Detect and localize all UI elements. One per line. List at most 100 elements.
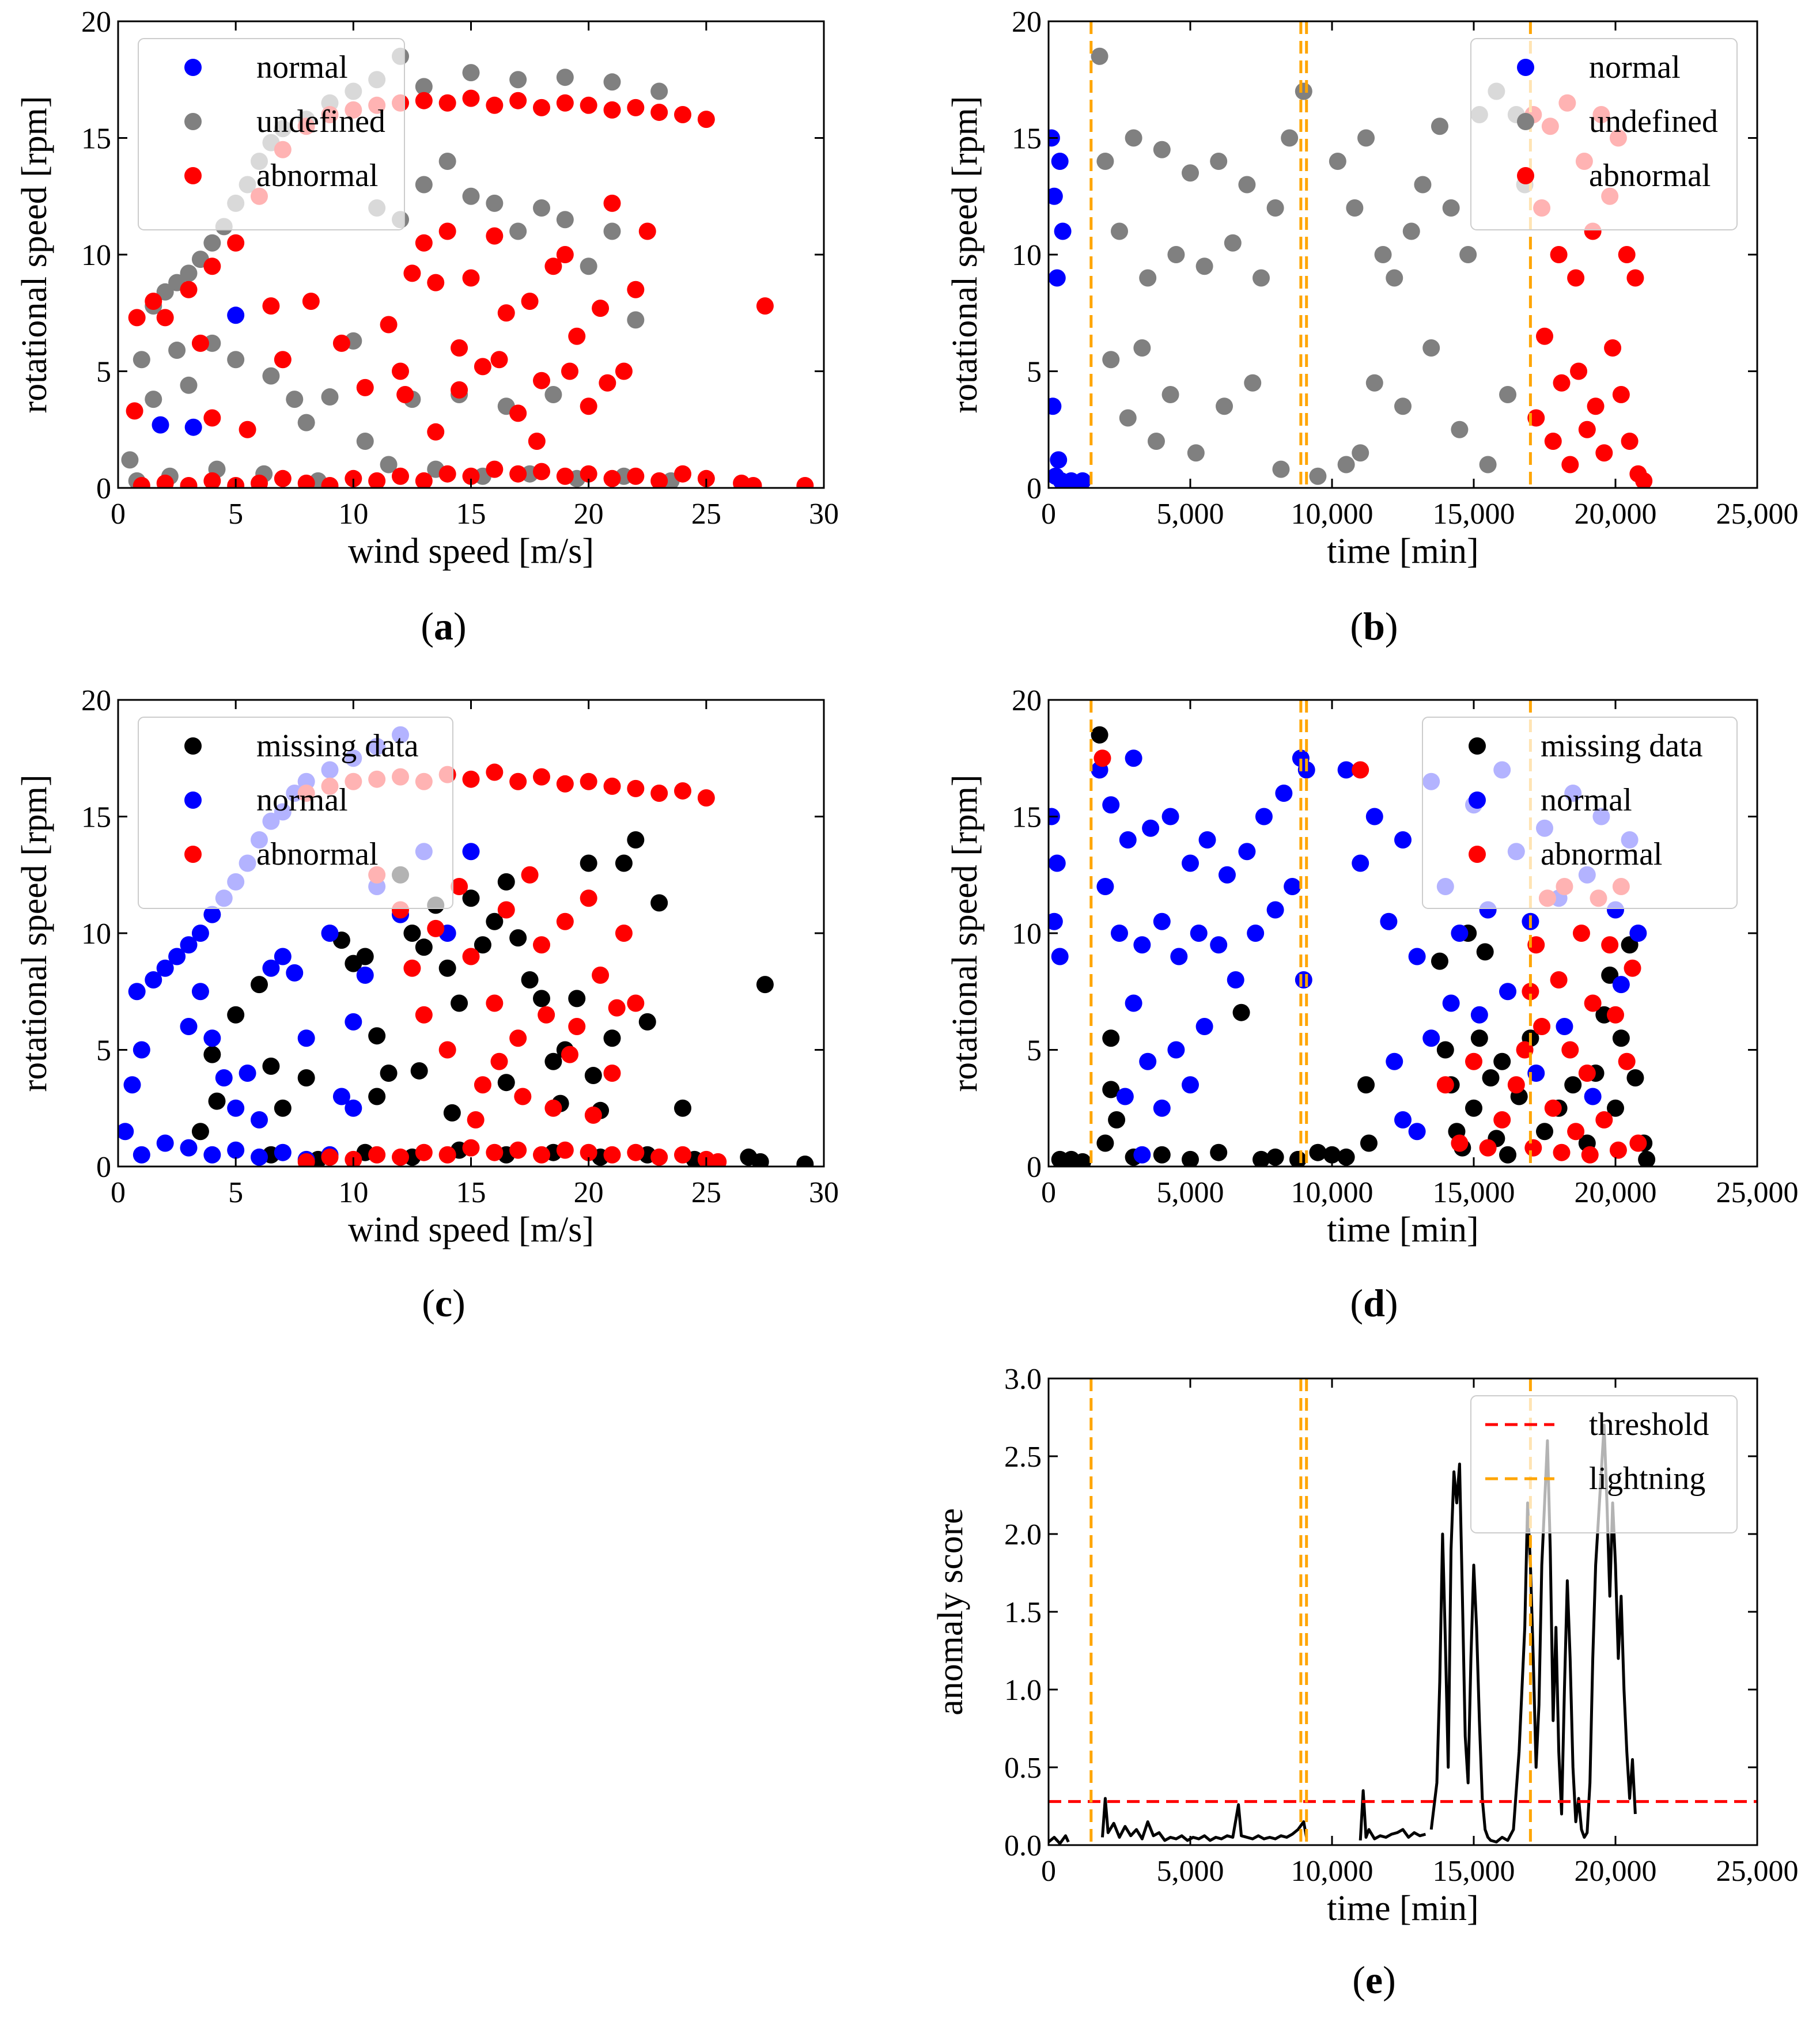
data-point	[608, 999, 626, 1017]
data-point	[156, 1134, 174, 1152]
data-point	[1638, 1150, 1656, 1167]
data-point	[274, 469, 292, 487]
y-tick-label: 3.0	[1004, 1363, 1042, 1396]
data-point	[650, 82, 668, 100]
data-point	[227, 306, 245, 324]
data-point	[297, 1153, 315, 1167]
y-tick-label: 5	[96, 1035, 111, 1067]
data-point	[297, 414, 315, 431]
series-undefined	[1091, 47, 1534, 485]
legend-marker	[184, 846, 202, 863]
data-point	[533, 768, 550, 786]
data-point	[1451, 925, 1469, 942]
data-point	[227, 234, 245, 252]
data-point	[615, 925, 633, 942]
data-point	[580, 96, 597, 114]
data-point	[486, 227, 504, 245]
data-point	[1238, 176, 1256, 194]
data-point	[1394, 1111, 1412, 1128]
data-point	[462, 269, 480, 287]
data-point	[403, 959, 421, 977]
data-point	[1624, 959, 1641, 977]
data-point	[156, 309, 174, 327]
data-point	[1524, 1139, 1542, 1157]
data-point	[674, 465, 691, 483]
data-point	[1553, 374, 1571, 392]
data-point	[1275, 785, 1293, 802]
panel-caption: (b)	[1350, 604, 1398, 648]
data-point	[1544, 1099, 1562, 1117]
data-point	[521, 971, 539, 989]
score-line	[1101, 1797, 1308, 1842]
data-point	[1096, 1134, 1114, 1152]
data-point	[251, 1148, 268, 1166]
data-point	[191, 1123, 209, 1141]
panel-caption: (d)	[1350, 1281, 1398, 1325]
data-point	[321, 476, 339, 488]
data-point	[584, 1106, 602, 1124]
data-point	[1198, 831, 1216, 849]
data-point	[415, 234, 433, 252]
data-point	[1054, 222, 1072, 240]
data-point	[1253, 1150, 1270, 1167]
data-point	[580, 889, 597, 907]
legend-marker	[1517, 113, 1534, 130]
data-point	[156, 283, 174, 301]
data-point	[528, 433, 546, 450]
data-point	[1119, 831, 1137, 849]
data-point	[1139, 269, 1157, 287]
data-point	[1187, 444, 1205, 462]
y-tick-label: 0	[96, 1151, 111, 1184]
legend-label: abnormal	[256, 158, 378, 194]
data-point	[403, 264, 421, 282]
data-point	[415, 1143, 433, 1161]
x-tick-label: 0	[111, 498, 126, 531]
data-point	[251, 474, 268, 488]
data-point	[603, 469, 621, 487]
y-axis-label: rotational speed [rpm]	[945, 775, 985, 1092]
data-point	[533, 199, 550, 217]
legend-marker	[1517, 167, 1534, 184]
data-point	[568, 1018, 586, 1035]
data-point	[1609, 1141, 1627, 1159]
legend-label: missing data	[1541, 728, 1703, 764]
x-tick-label: 5,000	[1157, 1855, 1224, 1888]
data-point	[368, 472, 386, 488]
data-point	[1210, 1143, 1228, 1161]
data-point	[1607, 1099, 1624, 1117]
data-point	[1170, 948, 1188, 965]
y-tick-label: 2.5	[1004, 1441, 1042, 1474]
data-point	[438, 1041, 456, 1059]
data-point	[1153, 141, 1171, 158]
data-point	[1323, 1146, 1341, 1164]
data-point	[145, 971, 162, 989]
panel-caption: (e)	[1352, 1958, 1396, 2002]
legend-marker	[1469, 737, 1486, 755]
x-tick-label: 0	[1041, 1855, 1056, 1888]
data-point	[474, 936, 491, 954]
data-point	[697, 111, 715, 128]
x-tick-label: 30	[809, 498, 839, 531]
data-point	[1436, 1076, 1454, 1094]
legend-label: undefined	[256, 104, 385, 139]
data-point	[451, 878, 468, 895]
score-line	[1049, 1834, 1070, 1845]
data-point	[168, 948, 186, 965]
data-point	[674, 1099, 691, 1117]
data-point	[368, 1146, 386, 1164]
data-point	[1629, 1134, 1647, 1152]
data-point	[208, 1092, 226, 1110]
data-point	[474, 358, 491, 376]
data-point	[239, 421, 256, 438]
data-point	[1051, 153, 1069, 170]
data-point	[227, 1099, 245, 1117]
data-point	[239, 1065, 256, 1082]
data-point	[1074, 472, 1092, 488]
data-point	[650, 472, 668, 488]
data-point	[1621, 433, 1639, 450]
x-tick-label: 20	[574, 1176, 604, 1209]
data-point	[1507, 1076, 1525, 1094]
data-point	[709, 1153, 727, 1167]
data-point	[556, 912, 574, 930]
ticks	[1047, 20, 1758, 489]
